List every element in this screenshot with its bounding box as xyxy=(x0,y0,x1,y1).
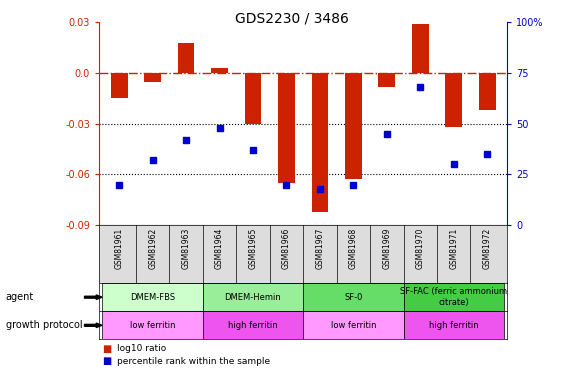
Text: percentile rank within the sample: percentile rank within the sample xyxy=(117,357,270,366)
Bar xyxy=(303,311,403,339)
Text: GSM81969: GSM81969 xyxy=(382,228,391,269)
Bar xyxy=(178,43,195,73)
Text: GSM81961: GSM81961 xyxy=(115,228,124,269)
Text: GSM81968: GSM81968 xyxy=(349,228,358,269)
Text: GSM81962: GSM81962 xyxy=(148,228,157,269)
Text: GSM81966: GSM81966 xyxy=(282,228,291,269)
Text: low ferritin: low ferritin xyxy=(130,321,175,330)
Text: agent: agent xyxy=(6,292,34,302)
Bar xyxy=(111,73,128,98)
Bar xyxy=(203,311,303,339)
Bar xyxy=(245,73,261,124)
Bar xyxy=(479,73,496,110)
Text: SF-0: SF-0 xyxy=(344,292,363,302)
Text: high ferritin: high ferritin xyxy=(228,321,278,330)
Text: GSM81964: GSM81964 xyxy=(215,228,224,269)
Text: SF-FAC (ferric ammonium
citrate): SF-FAC (ferric ammonium citrate) xyxy=(400,288,507,307)
Text: GSM81972: GSM81972 xyxy=(483,228,491,269)
Bar xyxy=(445,73,462,127)
Text: log10 ratio: log10 ratio xyxy=(117,344,166,353)
Text: GSM81971: GSM81971 xyxy=(449,228,458,269)
Text: DMEM-Hemin: DMEM-Hemin xyxy=(224,292,282,302)
Bar xyxy=(345,73,361,180)
Bar xyxy=(144,73,161,81)
Bar xyxy=(403,283,504,311)
Bar xyxy=(103,283,203,311)
Text: GDS2230 / 3486: GDS2230 / 3486 xyxy=(234,11,349,25)
Text: ■: ■ xyxy=(102,344,111,354)
Text: low ferritin: low ferritin xyxy=(331,321,376,330)
Text: GSM81965: GSM81965 xyxy=(248,228,258,269)
Bar xyxy=(412,24,429,73)
Bar xyxy=(211,68,228,73)
Bar xyxy=(103,311,203,339)
Bar xyxy=(203,283,303,311)
Bar xyxy=(303,283,403,311)
Bar xyxy=(278,73,295,183)
Text: GSM81963: GSM81963 xyxy=(181,228,191,269)
Text: GSM81967: GSM81967 xyxy=(315,228,324,269)
Bar xyxy=(311,73,328,211)
Text: growth protocol: growth protocol xyxy=(6,320,82,330)
Text: GSM81970: GSM81970 xyxy=(416,228,425,269)
Bar xyxy=(403,311,504,339)
Text: ■: ■ xyxy=(102,356,111,366)
Text: DMEM-FBS: DMEM-FBS xyxy=(130,292,175,302)
Text: high ferritin: high ferritin xyxy=(429,321,479,330)
Bar xyxy=(378,73,395,87)
